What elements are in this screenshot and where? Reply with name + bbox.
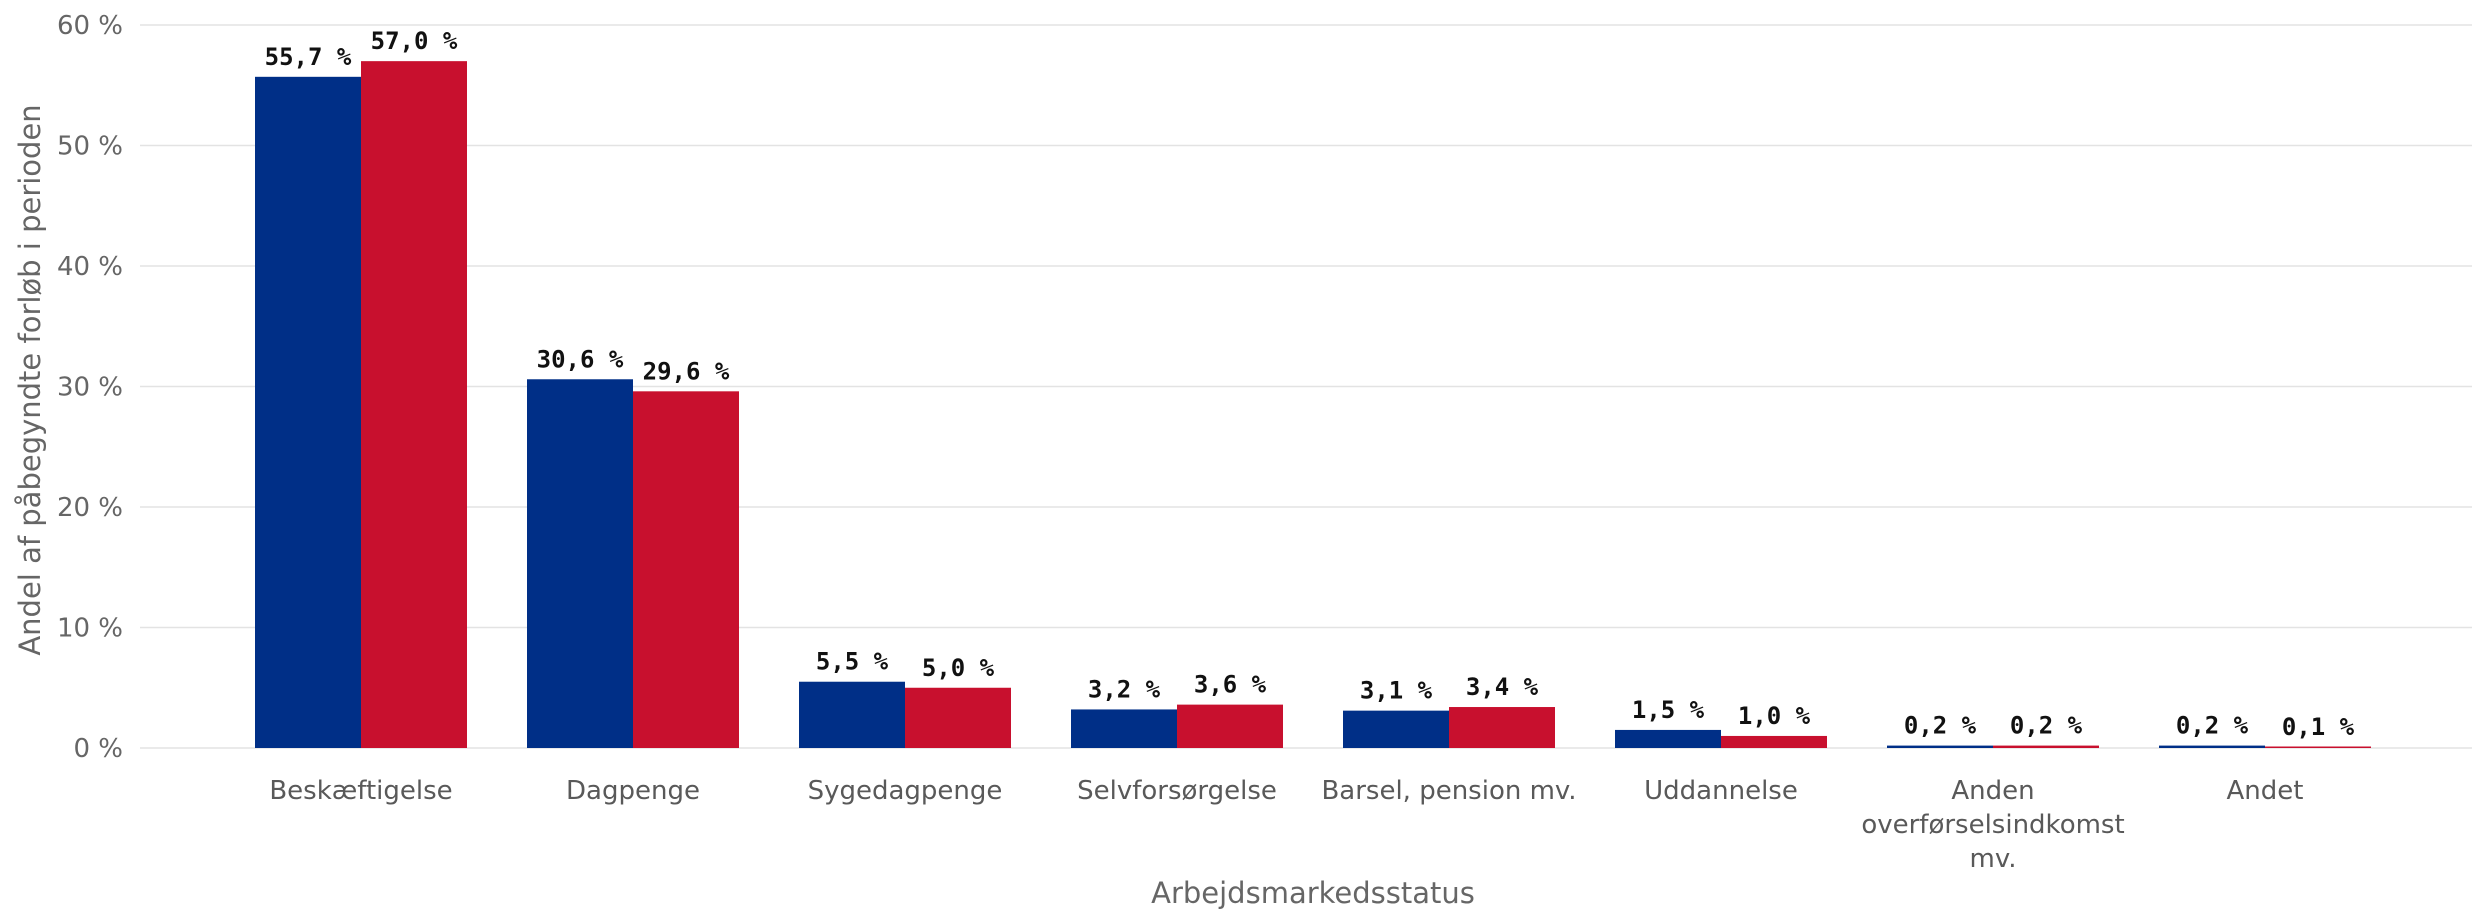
- y-tick-label: 30 %: [57, 373, 123, 403]
- bar: [2159, 745, 2265, 748]
- y-tick-label: 50 %: [57, 132, 123, 162]
- bar: [2265, 746, 2371, 748]
- x-category-label: Anden: [1951, 776, 2034, 806]
- y-tick-label: 10 %: [57, 614, 123, 644]
- x-axis-title: Arbejdsmarkedsstatus: [1151, 876, 1475, 910]
- data-label: 0,2 %: [2010, 712, 2083, 740]
- y-axis-title: Andel af påbegyndte forløb i perioden: [13, 104, 47, 655]
- data-label: 57,0 %: [371, 27, 458, 55]
- bar: [1449, 707, 1555, 748]
- data-label: 0,2 %: [1904, 712, 1977, 740]
- bar: [1615, 729, 1721, 748]
- bars: [255, 61, 2371, 748]
- x-axis-categories: Beskæftigelse Dagpenge Sygedagpenge Selvfor…: [269, 776, 2303, 874]
- data-label: 3,2 %: [1088, 675, 1161, 703]
- data-label: 1,0 %: [1738, 702, 1811, 730]
- bar: [905, 687, 1011, 748]
- x-category-label: Selvforsørgelse: [1077, 776, 1277, 806]
- y-tick-label: 20 %: [57, 493, 123, 523]
- bar: [1887, 745, 1993, 748]
- data-label: 55,7 %: [265, 43, 352, 71]
- data-labels: 55,7 % 57,0 % 30,6 % 29,6 % 5,5 % 5,0 % 3,2 % 3…: [265, 27, 2355, 741]
- data-label: 0,2 %: [2176, 712, 2249, 740]
- x-category-label: Sygedagpenge: [808, 776, 1003, 806]
- y-tick-label: 60 %: [57, 11, 123, 41]
- data-label: 1,5 %: [1632, 696, 1705, 724]
- x-category-label: mv.: [1970, 844, 2017, 874]
- data-label: 5,5 %: [816, 648, 889, 676]
- bar: [255, 76, 361, 748]
- bar: [799, 681, 905, 748]
- y-tick-label: 0 %: [73, 734, 123, 764]
- bar: [1071, 709, 1177, 748]
- gridlines: [140, 24, 2472, 749]
- x-category-label: Uddannelse: [1644, 776, 1798, 806]
- bar: [1177, 704, 1283, 748]
- y-axis-ticks: 0 % 10 % 20 % 30 % 40 % 50 % 60 %: [57, 11, 123, 764]
- bar: [527, 379, 633, 748]
- bar: [1993, 745, 2099, 748]
- data-label: 3,1 %: [1360, 677, 1433, 705]
- x-category-label: Barsel, pension mv.: [1321, 776, 1576, 806]
- data-label: 0,1 %: [2282, 713, 2355, 741]
- x-category-label: Andet: [2227, 776, 2304, 806]
- data-label: 29,6 %: [643, 357, 730, 385]
- x-category-label: overførselsindkomst: [1861, 810, 2124, 840]
- x-category-label: Beskæftigelse: [269, 776, 452, 806]
- data-label: 5,0 %: [922, 654, 995, 682]
- bar: [1721, 735, 1827, 748]
- data-label: 30,6 %: [537, 345, 624, 373]
- bar: [361, 61, 467, 748]
- data-label: 3,6 %: [1194, 671, 1267, 699]
- bar: [633, 391, 739, 748]
- data-label: 3,4 %: [1466, 673, 1539, 701]
- x-category-label: Dagpenge: [566, 776, 700, 806]
- y-tick-label: 40 %: [57, 252, 123, 282]
- bar: [1343, 710, 1449, 748]
